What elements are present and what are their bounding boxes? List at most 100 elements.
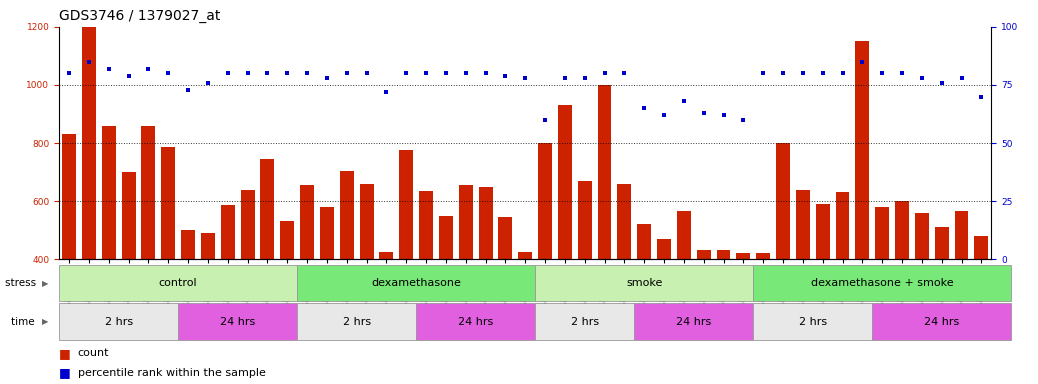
Bar	[439, 216, 453, 259]
Bar	[657, 239, 671, 259]
Point	[953, 75, 969, 81]
Bar	[359, 184, 374, 259]
Bar	[416, 303, 536, 340]
Point	[417, 70, 434, 76]
Bar	[82, 27, 95, 259]
Bar	[776, 143, 790, 259]
Bar	[179, 303, 297, 340]
Point	[497, 73, 514, 79]
Point	[973, 93, 989, 99]
Bar	[598, 85, 611, 259]
Point	[617, 70, 633, 76]
Bar	[796, 189, 810, 259]
Bar	[261, 159, 274, 259]
Text: smoke: smoke	[626, 278, 662, 288]
Bar	[855, 41, 869, 259]
Bar	[736, 253, 750, 259]
Text: stress: stress	[5, 278, 39, 288]
Text: dexamethasone + smoke: dexamethasone + smoke	[811, 278, 954, 288]
Text: 24 hrs: 24 hrs	[458, 316, 493, 327]
Point	[695, 110, 712, 116]
Text: count: count	[78, 348, 109, 358]
Bar	[280, 222, 294, 259]
Point	[61, 70, 78, 76]
Bar	[102, 126, 115, 259]
Text: ■: ■	[59, 347, 71, 359]
Bar	[182, 230, 195, 259]
Point	[81, 59, 98, 65]
Bar	[895, 201, 909, 259]
Point	[458, 70, 474, 76]
Point	[517, 75, 534, 81]
Point	[120, 73, 137, 79]
Bar	[59, 303, 179, 340]
Point	[319, 75, 335, 81]
Point	[537, 117, 553, 123]
Point	[854, 59, 871, 65]
Bar	[536, 265, 754, 301]
Bar	[121, 172, 136, 259]
Point	[815, 70, 831, 76]
Bar	[935, 227, 949, 259]
Point	[656, 112, 673, 118]
Text: 2 hrs: 2 hrs	[571, 316, 599, 327]
Point	[299, 70, 316, 76]
Point	[180, 86, 196, 93]
Point	[477, 70, 494, 76]
Point	[676, 98, 692, 104]
Bar	[339, 170, 354, 259]
Point	[913, 75, 930, 81]
Point	[774, 70, 791, 76]
Text: 2 hrs: 2 hrs	[343, 316, 371, 327]
Point	[378, 89, 394, 95]
Point	[735, 117, 752, 123]
Point	[874, 70, 891, 76]
Bar	[538, 143, 552, 259]
Bar	[419, 191, 433, 259]
Bar	[400, 150, 413, 259]
Bar	[637, 224, 651, 259]
Text: time: time	[11, 316, 38, 327]
Bar	[618, 184, 631, 259]
Text: 2 hrs: 2 hrs	[798, 316, 827, 327]
Text: 2 hrs: 2 hrs	[105, 316, 133, 327]
Bar	[536, 303, 634, 340]
Text: 24 hrs: 24 hrs	[220, 316, 255, 327]
Text: control: control	[159, 278, 197, 288]
Bar	[380, 252, 393, 259]
Bar	[754, 303, 872, 340]
Point	[140, 66, 157, 72]
Point	[160, 70, 176, 76]
Text: ▶: ▶	[42, 317, 48, 326]
Bar	[677, 211, 691, 259]
Bar	[558, 105, 572, 259]
Bar	[221, 205, 235, 259]
Bar	[914, 213, 929, 259]
Bar	[518, 252, 532, 259]
Point	[219, 70, 236, 76]
Text: percentile rank within the sample: percentile rank within the sample	[78, 368, 266, 378]
Bar	[479, 187, 492, 259]
Bar	[62, 134, 76, 259]
Point	[596, 70, 612, 76]
Point	[338, 70, 355, 76]
Bar	[975, 236, 988, 259]
Text: ▶: ▶	[42, 279, 48, 288]
Bar	[716, 250, 731, 259]
Bar	[201, 233, 215, 259]
Point	[894, 70, 910, 76]
Point	[438, 70, 455, 76]
Bar	[320, 207, 334, 259]
Point	[933, 79, 950, 86]
Bar	[297, 303, 416, 340]
Point	[636, 105, 653, 111]
Bar	[955, 211, 968, 259]
Bar	[161, 147, 175, 259]
Bar	[754, 265, 1011, 301]
Bar	[141, 126, 156, 259]
Bar	[872, 303, 1011, 340]
Bar	[241, 189, 254, 259]
Bar	[578, 181, 592, 259]
Point	[755, 70, 771, 76]
Bar	[459, 185, 472, 259]
